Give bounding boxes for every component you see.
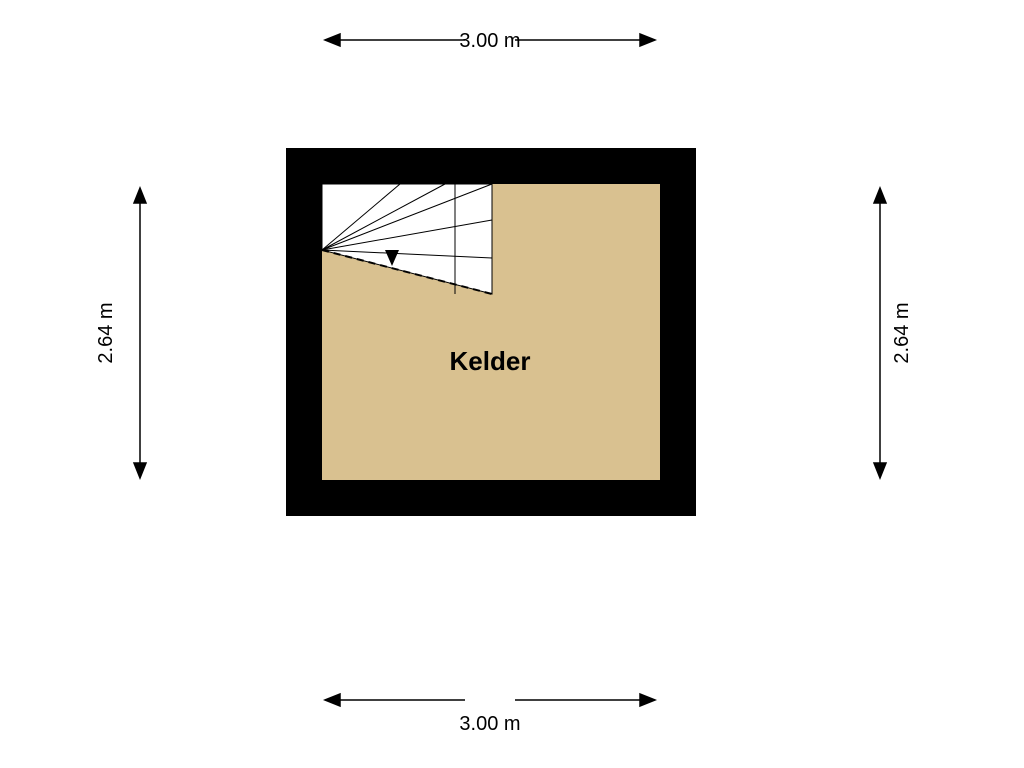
dimension-bottom xyxy=(325,694,655,706)
dimension-top-label: 3.00 m xyxy=(459,30,520,52)
dimension-bottom-label: 3.00 m xyxy=(459,713,520,735)
room-label: Kelder xyxy=(450,346,531,376)
dimension-right-label: 2.64 m xyxy=(891,302,913,363)
dimension-right xyxy=(874,188,886,478)
dimension-left-label: 2.64 m xyxy=(95,302,117,363)
dimension-left xyxy=(134,188,146,478)
floorplan-svg: Kelder 3.00 m 3.00 m 2.64 m 2.64 m xyxy=(0,0,1024,768)
